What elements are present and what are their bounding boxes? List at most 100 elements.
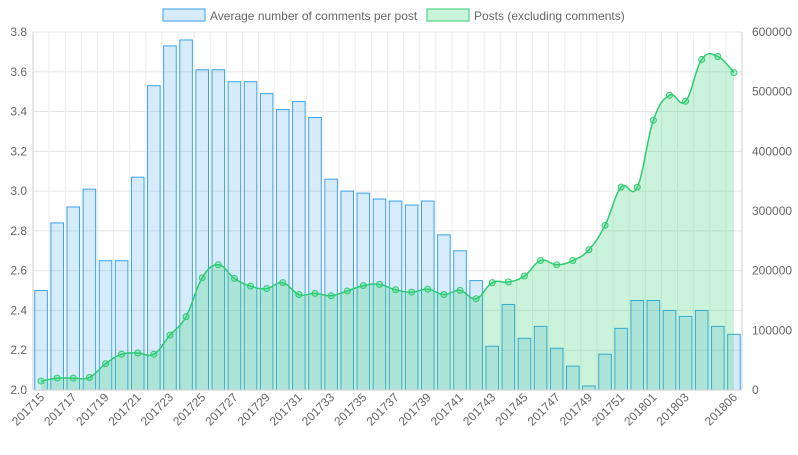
area-point[interactable] [214,261,222,269]
area-point[interactable] [150,350,158,358]
x-tick-label: 201747 [525,390,563,428]
area-point[interactable] [102,360,110,368]
y-left-tick-label: 3.8 [10,25,27,39]
area-point[interactable] [682,97,690,105]
x-tick-label: 201721 [106,390,144,428]
legend-item-posts[interactable]: Posts (excluding comments) [426,8,625,23]
area-point[interactable] [553,261,561,269]
y-left-tick-label: 2.0 [10,383,27,397]
x-tick-label: 201741 [428,390,466,428]
x-tick-label: 201719 [73,390,111,428]
area-point[interactable] [730,69,738,77]
area-point[interactable] [134,349,142,357]
x-tick-label: 201725 [170,390,208,428]
area-point[interactable] [53,374,61,382]
y-left-tick-label: 3.4 [10,105,27,119]
y-left-tick-label: 3.6 [10,65,27,79]
area-point[interactable] [456,286,464,294]
y-right-tick-label: 200000 [752,264,792,278]
x-tick-label: 201735 [331,390,369,428]
area-line [40,52,735,382]
area-point[interactable] [488,279,496,287]
bar[interactable] [66,206,81,391]
y-right-tick-label: 300000 [752,204,792,218]
bar[interactable] [50,222,64,391]
y-left-tick-label: 3.0 [10,184,27,198]
area-point[interactable] [698,55,706,63]
area-point[interactable] [182,313,190,321]
area-point[interactable] [85,373,93,381]
area-point[interactable] [585,246,593,254]
x-tick-label: 201739 [396,390,434,428]
area-point[interactable] [714,52,722,60]
bar[interactable] [82,188,97,391]
x-tick-label: 201801 [621,390,659,428]
area-series [37,52,738,390]
area-point[interactable] [633,183,641,191]
area-point[interactable] [537,257,545,265]
x-tick-label: 201727 [202,390,240,428]
bar[interactable] [147,85,161,391]
y-left-tick-label: 3.2 [10,144,27,158]
y-left-tick-label: 2.6 [10,264,27,278]
y-left-tick-label: 2.2 [10,343,27,357]
area-point[interactable] [520,272,528,280]
area-point[interactable] [375,280,383,288]
legend-item-comments[interactable]: Average number of comments per post [162,8,418,23]
area-point[interactable] [472,295,480,303]
area-point[interactable] [295,291,303,299]
y-right-tick-label: 100000 [752,323,792,337]
area-point[interactable] [440,291,448,299]
y-right-tick-label: 0 [752,383,759,397]
area-point[interactable] [649,116,657,124]
area-point[interactable] [198,274,206,282]
area-point[interactable] [408,288,416,296]
area-point[interactable] [166,331,174,339]
x-tick-label: 201729 [235,390,273,428]
x-tick-label: 201745 [492,390,530,428]
legend-swatch-posts [426,8,470,22]
area-point[interactable] [504,278,512,286]
area-point[interactable] [359,282,367,290]
y-right-tick-label: 400000 [752,144,792,158]
area-point[interactable] [263,285,271,293]
area-point[interactable] [311,289,319,297]
area-point[interactable] [392,286,400,294]
area-point[interactable] [601,221,609,229]
y-right-tick-label: 500000 [752,85,792,99]
x-tick-label: 201717 [41,390,79,428]
area-point[interactable] [665,91,673,99]
x-tick-label: 201737 [363,390,401,428]
legend-swatch-comments [162,8,206,22]
y-left-tick-label: 2.8 [10,224,27,238]
area-point[interactable] [118,350,126,358]
area-point[interactable] [69,374,77,382]
x-tick-label: 201731 [267,390,305,428]
x-tick-label: 201723 [138,390,176,428]
x-tick-label: 201806 [702,390,740,428]
x-tick-label: 201743 [460,390,498,428]
x-tick-label: 201749 [557,390,595,428]
legend: Average number of comments per post Post… [162,8,625,23]
area-point[interactable] [37,377,45,385]
area-fill [41,53,734,390]
area-point[interactable] [569,257,577,265]
grid [32,31,743,391]
x-tick-label: 201751 [589,390,627,428]
bar-series [34,39,741,391]
area-point[interactable] [327,292,335,300]
area-point[interactable] [279,279,287,287]
area-point[interactable] [424,285,432,293]
area-point[interactable] [247,282,255,290]
bar[interactable] [34,290,48,391]
area-point[interactable] [617,183,625,191]
area-point[interactable] [230,274,238,282]
x-tick-label: 201733 [299,390,337,428]
y-right-tick-label: 600000 [752,25,792,39]
area-point[interactable] [343,287,351,295]
y-left-tick-label: 2.4 [10,303,27,317]
legend-label-comments: Average number of comments per post [210,9,418,23]
legend-label-posts: Posts (excluding comments) [474,9,625,23]
